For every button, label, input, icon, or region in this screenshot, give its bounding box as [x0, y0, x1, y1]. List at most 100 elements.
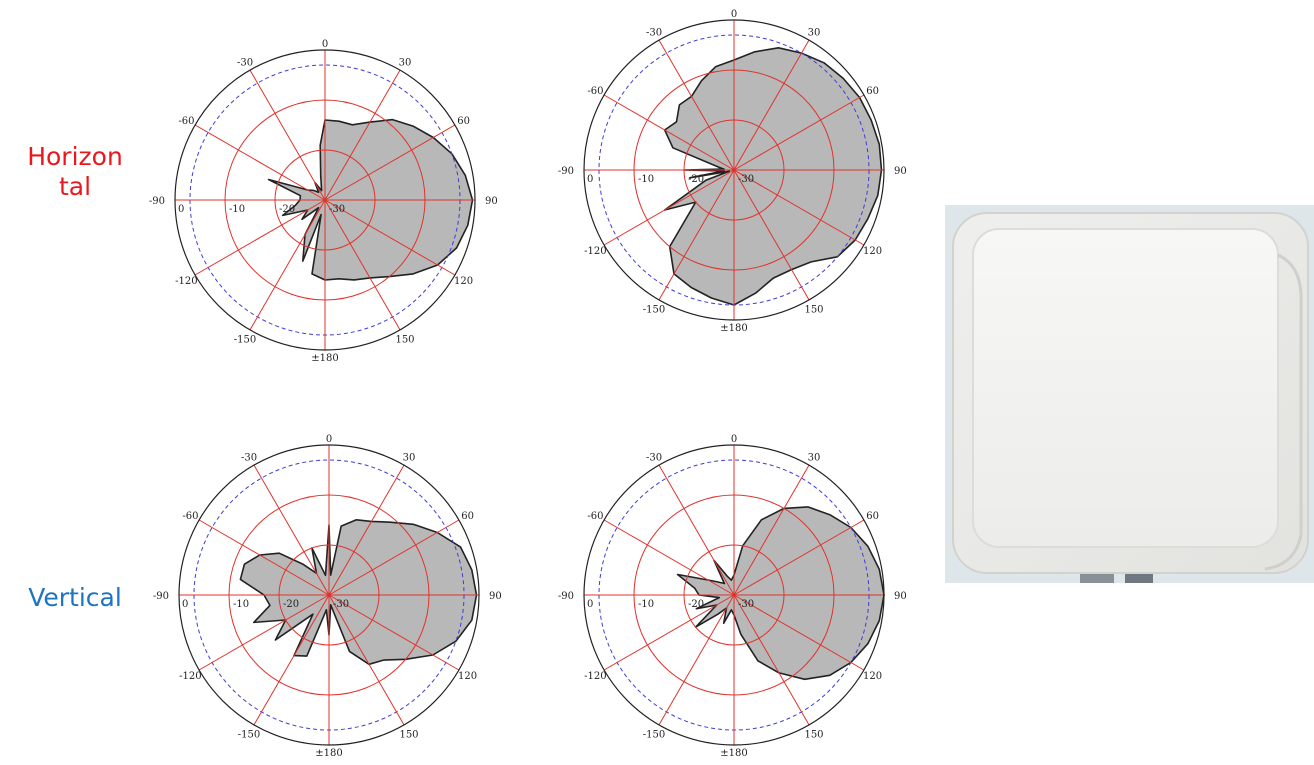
- outer-ring: [174, 49, 476, 351]
- radial-tick-label: -30: [738, 599, 754, 610]
- angle-tick-label: -90: [149, 196, 165, 207]
- grid-spoke: [328, 519, 460, 596]
- grid-spoke: [324, 124, 456, 201]
- angle-tick-label: -150: [234, 335, 256, 346]
- radiation-pattern: [239, 519, 478, 666]
- angle-tick-label: -90: [153, 591, 169, 602]
- grid-spoke: [603, 169, 735, 246]
- grid-spoke: [253, 594, 330, 726]
- outer-ring: [178, 444, 480, 746]
- radial-tick-label: -10: [233, 599, 249, 610]
- polar-chart-horizontal-2: 0 30 60 90 120 150 ±180 -150 -120 -90 -60 -30 0 -10 -2…: [558, 9, 907, 334]
- angle-tick-label: 120: [454, 276, 473, 287]
- grid-spoke: [733, 464, 810, 596]
- radial-tick-label: -20: [688, 599, 704, 610]
- angle-tick-label: 120: [458, 671, 477, 682]
- radial-tick-label: -30: [738, 174, 754, 185]
- radiation-pattern: [663, 47, 883, 306]
- grid-spoke: [658, 169, 735, 301]
- angle-tick-label: 120: [863, 246, 882, 257]
- polar-chart-horizontal-1: 0 30 60 90 120 150 ±180 -150 -120 -90 -60 -30 0 -10 -2…: [149, 39, 498, 364]
- angle-tick-label: 60: [866, 511, 879, 522]
- angle-tick-label: ±180: [720, 323, 747, 334]
- grid-spoke: [603, 94, 735, 171]
- angle-tick-label: ±180: [720, 748, 747, 759]
- angle-tick-label: -30: [646, 27, 662, 38]
- angle-tick-label: -30: [241, 452, 257, 463]
- radial-tick-label: -10: [229, 204, 245, 215]
- grid-spoke: [194, 124, 326, 201]
- angle-tick-label: -60: [178, 116, 194, 127]
- grid-spoke: [198, 594, 330, 671]
- angle-tick-label: 150: [399, 730, 418, 741]
- angle-tick-label: -90: [558, 591, 574, 602]
- angle-tick-label: -120: [175, 276, 197, 287]
- grid-spoke: [194, 199, 326, 276]
- radial-tick-label: 0: [182, 599, 188, 610]
- row-label-horizontal: Horizon tal: [27, 142, 123, 201]
- polar-chart-vertical-2: 0 30 60 90 120 150 ±180 -150 -120 -90 -60 -30 0 -10 -2…: [558, 434, 907, 759]
- angle-tick-label: 30: [403, 452, 416, 463]
- outer-ring: [583, 444, 885, 746]
- angle-tick-label: 150: [395, 335, 414, 346]
- antenna-product-image: [945, 205, 1314, 583]
- angle-tick-label: 150: [804, 305, 823, 316]
- radial-tick-label: 0: [587, 599, 593, 610]
- radiation-pattern: [676, 506, 885, 681]
- outer-ring: [583, 19, 885, 321]
- grid-spoke: [249, 199, 326, 331]
- angle-tick-label: -150: [643, 730, 665, 741]
- radial-tick-label: -20: [688, 174, 704, 185]
- angle-tick-label: 0: [326, 434, 332, 445]
- angle-tick-label: -30: [646, 452, 662, 463]
- angle-tick-label: 60: [457, 116, 470, 127]
- grid-spoke: [328, 594, 405, 726]
- angle-tick-label: ±180: [315, 748, 342, 759]
- angle-tick-label: -120: [584, 671, 606, 682]
- radial-tick-label: -30: [333, 599, 349, 610]
- angle-tick-label: -150: [238, 730, 260, 741]
- grid-spoke: [733, 169, 810, 301]
- angle-tick-label: -90: [558, 166, 574, 177]
- angle-tick-label: 30: [808, 452, 821, 463]
- grid-spoke: [658, 39, 735, 171]
- grid-spoke: [733, 519, 865, 596]
- angle-tick-label: -120: [584, 246, 606, 257]
- grid-spoke: [603, 519, 735, 596]
- angle-tick-label: -30: [237, 57, 253, 68]
- radial-tick-label: -30: [329, 204, 345, 215]
- radial-tick-label: 0: [178, 204, 184, 215]
- angle-tick-label: 0: [322, 39, 328, 50]
- radial-tick-label: -10: [638, 599, 654, 610]
- grid-spoke: [324, 199, 401, 331]
- angle-tick-label: 0: [731, 434, 737, 445]
- grid-spoke: [324, 69, 401, 201]
- grid-spoke: [658, 594, 735, 726]
- grid-spoke: [733, 169, 865, 246]
- angle-tick-label: -120: [179, 671, 201, 682]
- angle-tick-label: 90: [485, 196, 498, 207]
- angle-tick-label: -60: [182, 511, 198, 522]
- grid-spoke: [328, 594, 460, 671]
- angle-tick-label: 120: [863, 671, 882, 682]
- angle-tick-label: -150: [643, 305, 665, 316]
- grid-spoke: [733, 39, 810, 171]
- angle-tick-label: -60: [587, 86, 603, 97]
- angle-tick-label: -60: [587, 511, 603, 522]
- radial-tick-label: 0: [587, 174, 593, 185]
- grid-spoke: [198, 519, 330, 596]
- angle-tick-label: 30: [808, 27, 821, 38]
- grid-spoke: [733, 594, 810, 726]
- radial-tick-label: -20: [283, 599, 299, 610]
- angle-tick-label: 60: [866, 86, 879, 97]
- grid-spoke: [253, 464, 330, 596]
- grid-spoke: [733, 94, 865, 171]
- angle-tick-label: 90: [489, 591, 502, 602]
- radial-tick-label: -10: [638, 174, 654, 185]
- angle-tick-label: 90: [894, 591, 907, 602]
- angle-tick-label: 30: [399, 57, 412, 68]
- grid-spoke: [658, 464, 735, 596]
- grid-spoke: [733, 594, 865, 671]
- row-label-vertical: Vertical: [28, 583, 122, 612]
- grid-spoke: [324, 199, 456, 276]
